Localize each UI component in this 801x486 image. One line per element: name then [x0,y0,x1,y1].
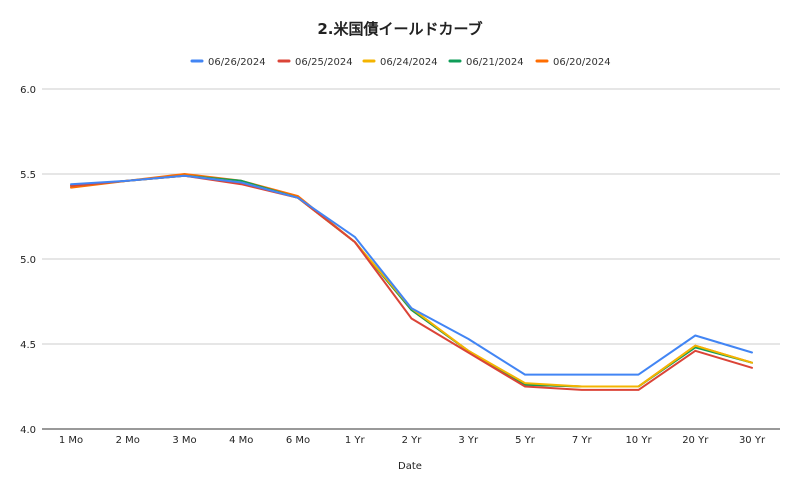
x-tick-label: 4 Mo [229,435,253,446]
y-tick-label: 6.0 [20,85,36,96]
x-axis-ticks: 1 Mo 2 Mo 3 Mo 4 Mo 6 Mo 1 Yr 2 Yr 3 Yr 5 Yr 7 Yr… [59,435,766,446]
gridlines [42,88,780,430]
legend-label: 06/26/2024 [208,57,266,68]
legend-label: 06/21/2024 [466,57,524,68]
y-tick-label: 5.5 [20,170,36,181]
x-tick-label: 7 Yr [572,435,593,446]
legend-label: 06/25/2024 [295,57,353,68]
y-tick-label: 4.0 [20,425,36,436]
legend-item: 06/20/2024 [535,57,611,68]
x-tick-label: 5 Yr [515,435,536,446]
x-tick-label: 1 Mo [59,435,83,446]
y-tick-label: 4.5 [20,340,36,351]
x-tick-label: 20 Yr [682,435,709,446]
series-line [70,174,753,376]
chart-title: 2.米国債イールドカーブ [317,20,482,38]
x-tick-label: 3 Yr [458,435,479,446]
legend-label: 06/24/2024 [380,57,438,68]
x-tick-label: 2 Mo [116,435,140,446]
y-axis-ticks: 6.0 5.5 5.0 4.5 4.0 [20,85,36,436]
x-axis-title: Date [398,461,422,472]
x-tick-label: 10 Yr [625,435,652,446]
legend-item: 06/25/2024 [277,57,353,68]
x-tick-label: 3 Mo [172,435,196,446]
legend-item: 06/26/2024 [190,57,266,68]
x-tick-label: 6 Mo [286,435,310,446]
x-tick-label: 30 Yr [739,435,766,446]
y-tick-label: 5.0 [20,255,36,266]
x-tick-label: 1 Yr [345,435,366,446]
legend-label: 06/20/2024 [553,57,611,68]
legend-item: 06/21/2024 [448,57,524,68]
series-lines [70,173,753,391]
legend: 06/26/2024 06/25/2024 06/24/2024 06/21/2024… [190,57,611,68]
legend-item: 06/24/2024 [362,57,438,68]
x-tick-label: 2 Yr [402,435,423,446]
